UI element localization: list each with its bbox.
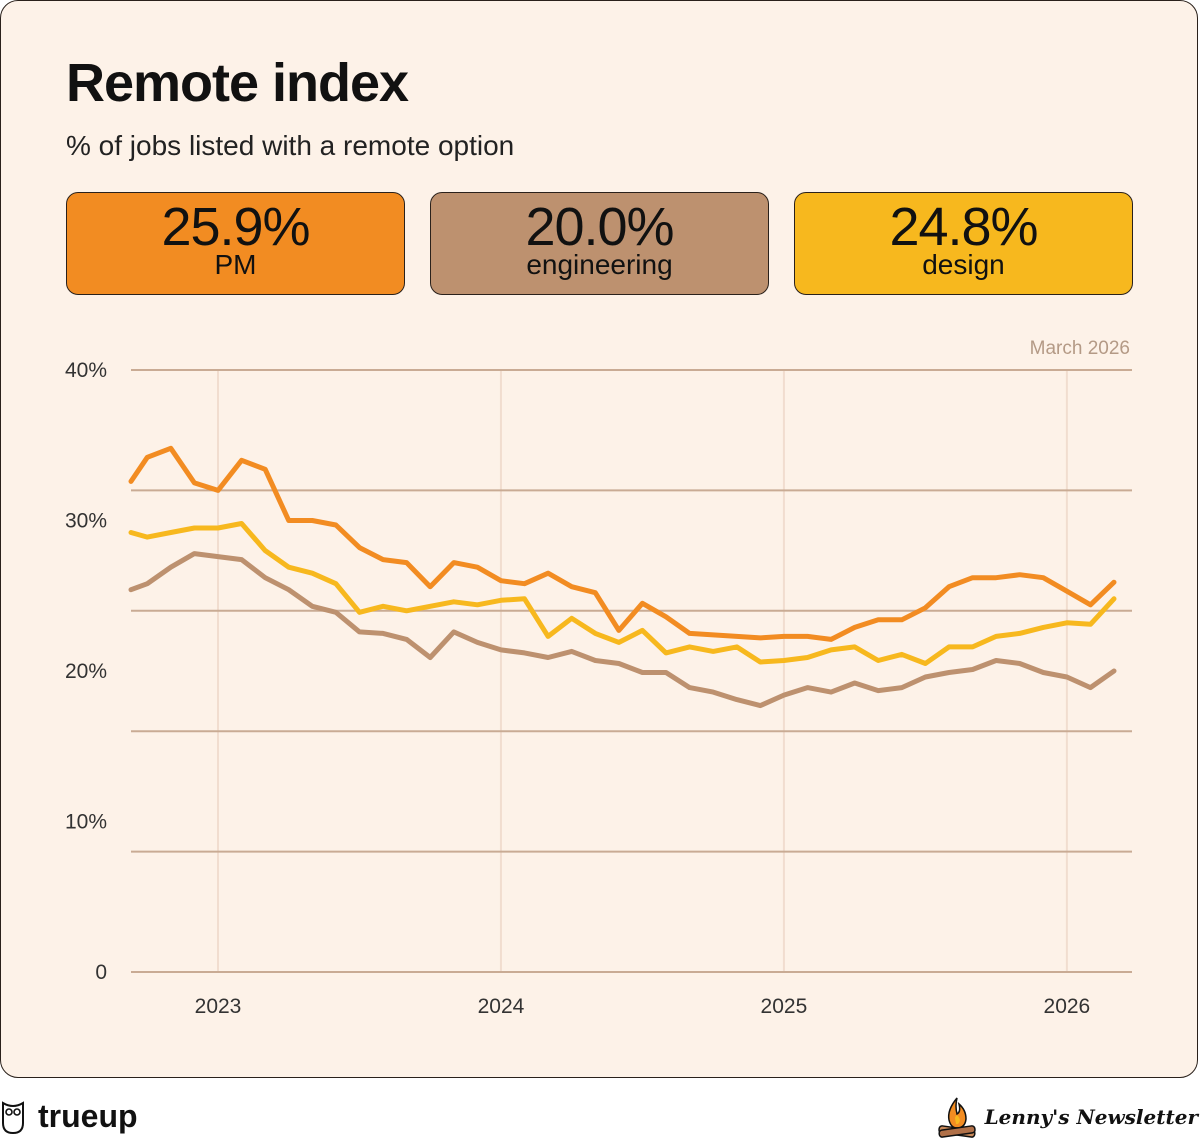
- series-line-engineering: [128, 551, 1117, 709]
- stat-label: engineering: [526, 249, 673, 280]
- trueup-logo: trueup: [0, 1098, 138, 1135]
- stat-card-engineering: 20.0% engineering: [430, 192, 769, 295]
- date-annotation: March 2026: [1030, 338, 1130, 359]
- y-tick-label: 0: [95, 961, 107, 984]
- y-tick-label: 40%: [65, 359, 107, 382]
- stat-card-pm: 25.9% PM: [66, 192, 405, 295]
- series-line-design: [128, 521, 1117, 666]
- stat-label: PM: [214, 249, 257, 280]
- stat-value: 24.8%: [889, 197, 1038, 257]
- stat-label: design: [922, 249, 1005, 280]
- series-line-PM: [128, 445, 1117, 642]
- owl-icon: [1, 1100, 24, 1134]
- y-tick-label: 30%: [65, 510, 107, 533]
- x-tick-label: 2024: [478, 995, 525, 1018]
- lennys-newsletter-brand: Lenny's Newsletter: [984, 1105, 1198, 1129]
- page-subtitle: % of jobs listed with a remote option: [66, 130, 515, 161]
- y-tick-label: 20%: [65, 660, 107, 683]
- campfire-icon: [937, 1097, 976, 1138]
- y-tick-label: 10%: [65, 811, 107, 834]
- x-tick-label: 2023: [195, 995, 242, 1018]
- lennys-newsletter-logo: Lenny's Newsletter: [935, 1094, 1198, 1140]
- page-title: Remote index: [66, 53, 409, 113]
- stat-card-design: 24.8% design: [794, 192, 1133, 295]
- trueup-brand: trueup: [38, 1098, 138, 1134]
- x-tick-label: 2025: [761, 995, 808, 1018]
- stat-value: 20.0%: [525, 197, 674, 257]
- chart-card: [0, 0, 1198, 1078]
- stat-value: 25.9%: [161, 197, 310, 257]
- x-tick-label: 2026: [1044, 995, 1091, 1018]
